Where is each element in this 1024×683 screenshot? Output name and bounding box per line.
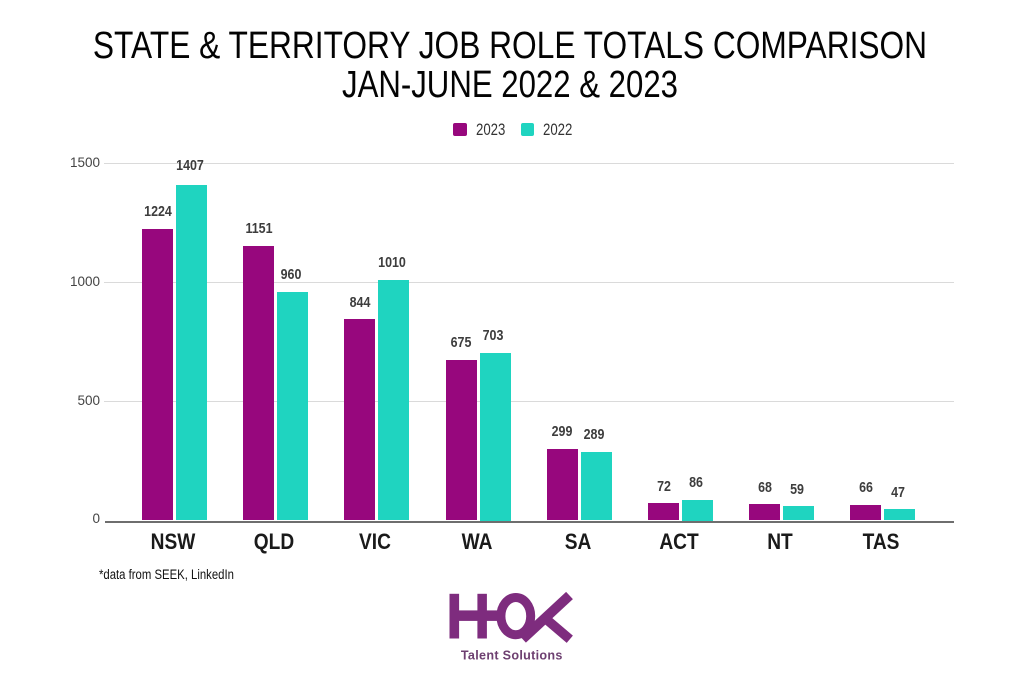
svg-text:Talent Solutions: Talent Solutions [461, 649, 563, 663]
